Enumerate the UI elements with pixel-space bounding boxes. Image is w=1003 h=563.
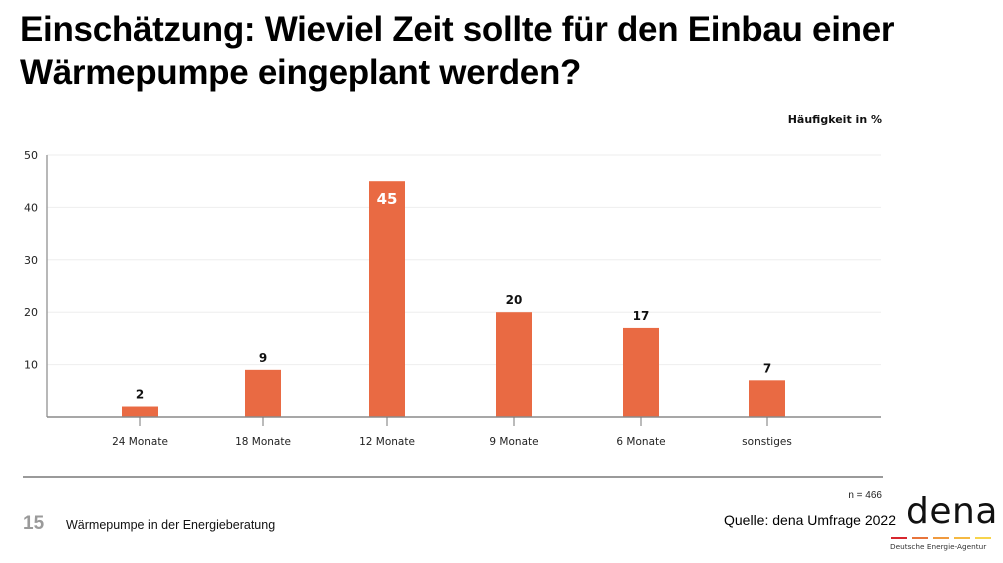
data-labels: 2 9 45 20 17 7 (136, 190, 771, 401)
logo-stripe (891, 537, 907, 539)
data-label: 9 (259, 351, 267, 365)
x-category-label: 24 Monate (112, 436, 168, 448)
y-tick-label: 30 (24, 254, 38, 267)
y-tick-label: 40 (24, 201, 38, 214)
bar (369, 181, 405, 417)
source-note: Quelle: dena Umfrage 2022 (724, 512, 896, 528)
x-category-label: 18 Monate (235, 436, 291, 448)
page-title: Einschätzung: Wieviel Zeit sollte für de… (20, 10, 895, 92)
y-tick-label: 20 (24, 306, 38, 319)
data-label: 45 (377, 190, 398, 208)
footer-divider (23, 476, 883, 478)
bar (122, 406, 158, 417)
y-axis-tick-labels: 10 20 30 40 50 (24, 149, 38, 372)
bar (623, 327, 659, 417)
logo-stripe (975, 537, 991, 539)
logo-stripe (912, 537, 928, 539)
bar (749, 380, 785, 417)
logo-wordmark: dena (906, 491, 998, 532)
bars (122, 181, 785, 417)
logo-subtitle: Deutsche Energie-Agentur (890, 542, 987, 551)
page-number: 15 (23, 513, 45, 534)
x-category-label: sonstiges (742, 436, 792, 448)
axes (46, 155, 881, 418)
x-category-label: 12 Monate (359, 436, 415, 448)
bar (496, 312, 532, 417)
y-tick-label: 50 (24, 149, 38, 162)
dena-logo: dena Deutsche Energie-Agentur (888, 492, 997, 552)
logo-stripe (933, 537, 949, 539)
x-axis-ticks: 24 Monate 18 Monate 12 Monate 9 Monate 6 Mon… (112, 417, 792, 448)
data-label: 20 (506, 293, 523, 307)
data-label: 2 (136, 388, 144, 402)
data-label: 17 (633, 309, 650, 323)
logo-stripe (954, 537, 970, 539)
bar (245, 369, 281, 417)
sample-size: n = 466 (848, 490, 882, 501)
y-axis-unit-label: Häufigkeit in % (787, 113, 882, 126)
bar-chart: 10 20 30 40 50 24 Monate 18 Monate 12 Monate 9 … (24, 149, 881, 448)
logo-stripes (891, 537, 991, 539)
x-category-label: 9 Monate (489, 436, 538, 448)
footer-text: Wärmepumpe in der Energieberatung (66, 518, 276, 532)
gridlines (47, 154, 881, 366)
data-label: 7 (763, 361, 771, 375)
y-tick-label: 10 (24, 359, 38, 372)
x-category-label: 6 Monate (616, 436, 665, 448)
